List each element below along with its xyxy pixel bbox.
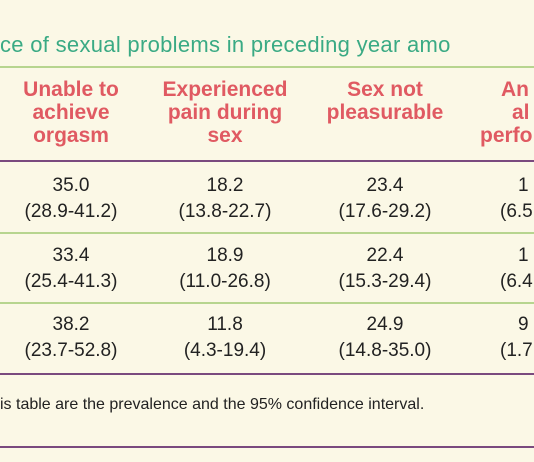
table-cell: 18.9 (11.0-26.8): [155, 243, 295, 295]
header-rule: [0, 160, 534, 162]
header-line: orgasm: [33, 124, 109, 147]
row-rule: [0, 232, 534, 234]
header-line: achieve: [32, 101, 110, 124]
table-cell: 11.8 (4.3-19.4): [155, 312, 295, 364]
table-cell: 1 (6.5: [496, 173, 534, 225]
table-title: ce of sexual problems in preceding year …: [0, 32, 451, 57]
footer-rule: [0, 446, 534, 448]
cell-ci: (6.5: [500, 201, 533, 222]
cell-value: 1: [518, 245, 529, 266]
table-cell: 22.4 (15.3-29.4): [310, 243, 460, 295]
cell-ci: (11.0-26.8): [179, 271, 271, 292]
cell-value: 11.8: [207, 314, 243, 335]
cell-value: 22.4: [366, 245, 404, 266]
cell-value: 18.2: [206, 175, 244, 196]
cell-ci: (6.4: [500, 271, 533, 292]
row-rule: [0, 302, 534, 304]
cell-value: 23.4: [366, 175, 404, 196]
header-line: pleasurable: [326, 101, 444, 124]
cell-value: 33.4: [52, 245, 90, 266]
header-line: Sex not: [347, 78, 423, 101]
header-line: pain during: [167, 101, 283, 124]
cell-ci: (4.3-19.4): [183, 340, 267, 361]
cell-value: 38.2: [52, 314, 90, 335]
cell-ci: (25.4-41.3): [24, 271, 118, 292]
title-rule: [0, 66, 534, 68]
header-line: Unable to: [23, 78, 119, 101]
cell-ci: (28.9-41.2): [24, 201, 118, 222]
cell-value: 1: [518, 175, 529, 196]
cell-ci: (13.8-22.7): [178, 201, 272, 222]
table-cell: 24.9 (14.8-35.0): [310, 312, 460, 364]
header-line: sex: [207, 124, 243, 147]
table-cell: 18.2 (13.8-22.7): [155, 173, 295, 225]
table-cell: 38.2 (23.7-52.8): [6, 312, 136, 364]
cell-ci: (23.7-52.8): [24, 340, 118, 361]
cell-value: 24.9: [366, 314, 404, 335]
cell-ci: (15.3-29.4): [338, 271, 432, 292]
header-line: Experienced: [162, 78, 288, 101]
table-cell: 9 (1.7: [496, 312, 534, 364]
table-cell: 33.4 (25.4-41.3): [6, 243, 136, 295]
cell-value: 35.0: [52, 175, 90, 196]
table-cell: 23.4 (17.6-29.2): [310, 173, 460, 225]
table-cell: 35.0 (28.9-41.2): [6, 173, 136, 225]
table-bottom-rule: [0, 373, 534, 375]
header-line: al: [512, 101, 530, 124]
header-experienced-pain-during-sex: Experienced pain during sex: [155, 78, 295, 147]
table-footnote: is table are the prevalence and the 95% …: [0, 396, 425, 413]
header-line: perfo: [480, 124, 533, 147]
header-anxiety-about-performance: An al perfo: [476, 78, 534, 147]
header-sex-not-pleasurable: Sex not pleasurable: [310, 78, 460, 124]
cell-ci: (14.8-35.0): [338, 340, 432, 361]
cell-ci: (1.7: [500, 340, 533, 361]
cell-ci: (17.6-29.2): [338, 201, 432, 222]
table-cell: 1 (6.4: [496, 243, 534, 295]
header-line: An: [501, 78, 529, 101]
header-unable-to-achieve-orgasm: Unable to achieve orgasm: [6, 78, 136, 147]
cell-value: 18.9: [206, 245, 244, 266]
cell-value: 9: [518, 314, 529, 335]
